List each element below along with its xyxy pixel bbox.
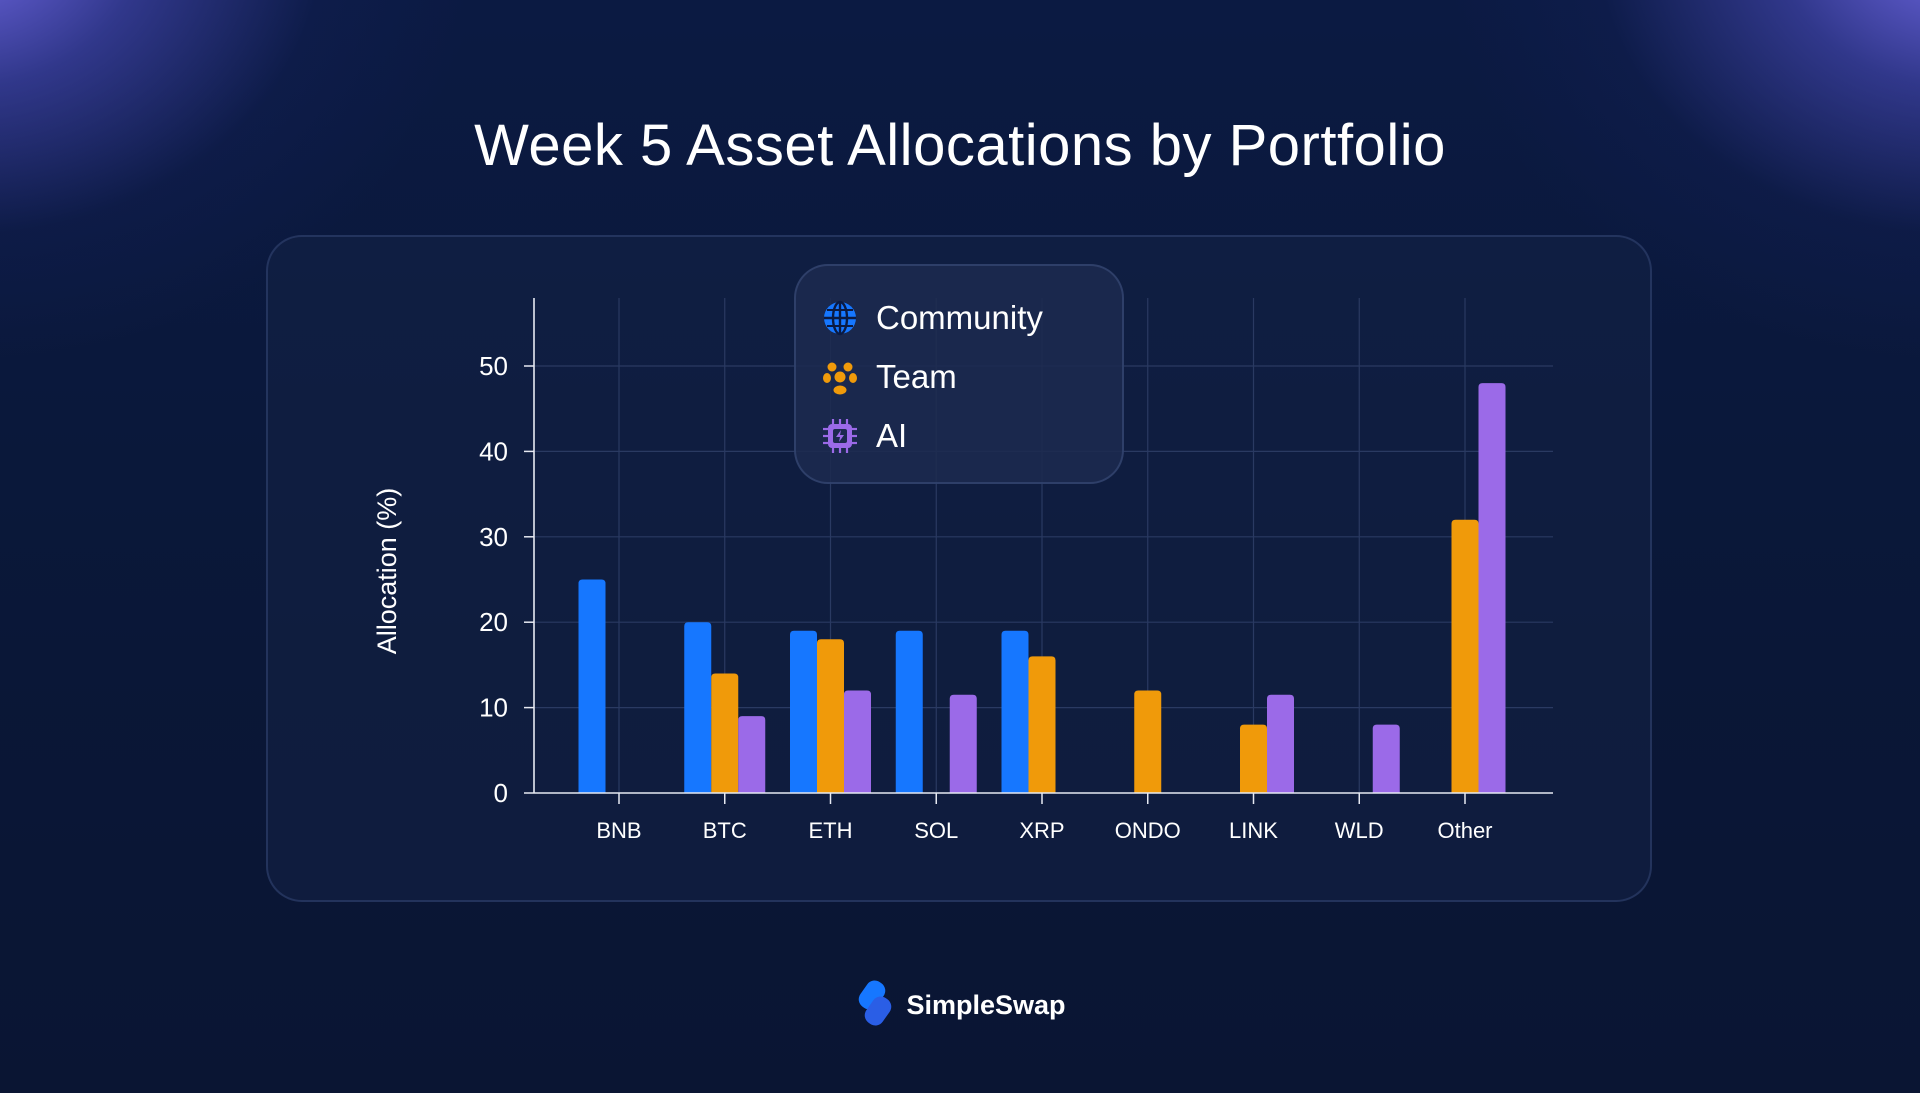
- bar-community-btc: [684, 622, 712, 793]
- x-tick-label: BTC: [703, 818, 747, 843]
- y-tick-label: 30: [479, 522, 508, 552]
- legend-item-community: Community: [822, 298, 1043, 338]
- bar-community-bnb: [578, 579, 606, 793]
- legend-label-community: Community: [876, 299, 1043, 336]
- bar-ai-link: [1267, 694, 1294, 793]
- y-tick-label: 20: [479, 607, 508, 637]
- y-tick-label: 50: [479, 351, 508, 381]
- x-tick-label: BNB: [596, 818, 641, 843]
- x-tick-label: ONDO: [1115, 818, 1181, 843]
- footer-brand: SimpleSwap: [0, 980, 1920, 1031]
- x-tick-label: LINK: [1229, 818, 1278, 843]
- bar-team-xrp: [1028, 656, 1056, 793]
- bar-community-sol: [895, 630, 923, 793]
- x-tick-label: Other: [1437, 818, 1492, 843]
- legend-label-team: Team: [876, 358, 957, 395]
- chart-legend: Community Team: [794, 264, 1124, 484]
- brand-name: SimpleSwap: [906, 990, 1066, 1020]
- bar-ai-wld: [1372, 724, 1400, 793]
- simpleswap-logo-icon: [854, 980, 896, 1031]
- legend-item-ai: AI: [822, 416, 907, 456]
- x-tick-label: SOL: [914, 818, 958, 843]
- bar-team-eth: [817, 639, 844, 793]
- people-icon: [822, 359, 858, 395]
- page-title: Week 5 Asset Allocations by Portfolio: [474, 113, 1446, 178]
- x-tick-label: WLD: [1335, 818, 1384, 843]
- y-axis-label: Allocation (%): [372, 488, 402, 655]
- bar-ai-sol: [949, 694, 977, 793]
- bar-team-btc: [711, 673, 739, 793]
- x-tick-label: ETH: [809, 818, 853, 843]
- bar-team-link: [1240, 724, 1267, 793]
- legend-item-team: Team: [822, 357, 957, 397]
- y-tick-label: 10: [479, 693, 508, 723]
- bar-community-eth: [790, 630, 817, 793]
- x-tick-label: XRP: [1019, 818, 1064, 843]
- bar-ai-other: [1478, 383, 1506, 793]
- globe-icon: [822, 300, 858, 336]
- bar-team-ondo: [1134, 690, 1162, 793]
- legend-label-ai: AI: [876, 417, 908, 454]
- y-tick-label: 40: [479, 436, 508, 466]
- y-tick-label: 0: [494, 778, 508, 808]
- bar-ai-btc: [738, 716, 766, 793]
- ai-chip-icon: [822, 418, 858, 454]
- bar-team-other: [1451, 519, 1479, 793]
- bar-community-xrp: [1001, 630, 1029, 793]
- bar-ai-eth: [844, 690, 871, 793]
